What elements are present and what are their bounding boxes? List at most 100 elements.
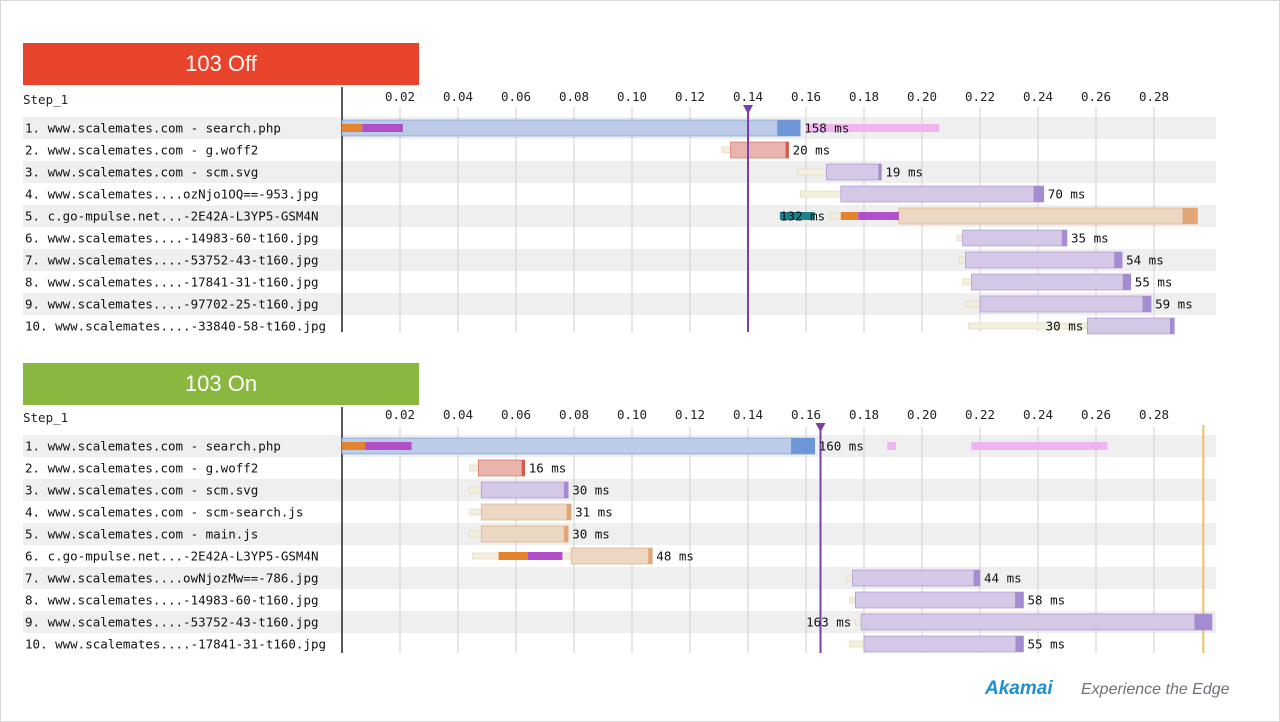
wait-bar [849, 596, 856, 604]
request-label: 2. www.scalemates.com - g.woff2 [25, 143, 258, 158]
request-bar [965, 251, 1123, 269]
wait-bar [959, 256, 966, 264]
tick-label: 0.22 [965, 89, 995, 104]
request-label: 9. www.scalemates....-53752-43-t160.jpg [25, 615, 319, 630]
duration-label: 30 ms [1046, 319, 1084, 334]
download-segment [973, 570, 980, 586]
tick-label: 0.22 [965, 407, 995, 422]
duration-label: 19 ms [885, 165, 923, 180]
request-bar [730, 141, 789, 159]
ssl-segment [362, 124, 403, 132]
request-bar [970, 273, 1132, 291]
tick-label: 0.24 [1023, 407, 1053, 422]
wait-bar [796, 168, 827, 176]
request-label: 4. www.scalemates....ozNjo1OQ==-953.jpg [25, 187, 319, 202]
step-label: Step_1 [23, 92, 68, 107]
tick-label: 0.16 [791, 89, 821, 104]
download-segment [521, 460, 525, 476]
duration-label: 20 ms [793, 143, 831, 158]
wait-bar [956, 234, 963, 242]
duration-label: 16 ms [529, 461, 567, 476]
duration-label: 132 ms [780, 209, 825, 224]
duration-label: 70 ms [1048, 187, 1086, 202]
tick-label: 0.02 [385, 407, 415, 422]
row-background [23, 479, 1216, 501]
duration-label: 59 ms [1155, 297, 1193, 312]
request-bar [480, 503, 572, 521]
dns-segment [342, 442, 366, 450]
tick-label: 0.08 [559, 407, 589, 422]
ssl-segment [365, 442, 412, 450]
dns-segment [779, 212, 815, 220]
duration-label: 35 ms [1071, 231, 1109, 246]
tick-label: 0.06 [501, 407, 531, 422]
request-bar [480, 525, 569, 543]
duration-label: 30 ms [572, 483, 610, 498]
duration-label: 163 ms [806, 615, 851, 630]
tick-label: 0.26 [1081, 407, 1111, 422]
download-segment [878, 164, 882, 180]
connect-segment [498, 552, 528, 560]
request-label: 2. www.scalemates.com - g.woff2 [25, 461, 258, 476]
request-label: 5. www.scalemates.com - main.js [25, 527, 258, 542]
request-bar [477, 459, 525, 477]
download-segment [785, 142, 789, 158]
duration-label: 158 ms [804, 121, 849, 136]
banner-103-on: 103 On [23, 363, 419, 405]
download-segment [563, 482, 569, 498]
request-label: 1. www.scalemates.com - search.php [25, 121, 281, 136]
tick-label: 0.20 [907, 89, 937, 104]
ssl-segment [858, 212, 899, 220]
row-background [23, 249, 1216, 271]
step-label: Step_1 [23, 410, 68, 425]
request-label: 9. www.scalemates....-97702-25-t160.jpg [25, 297, 319, 312]
tick-label: 0.16 [791, 407, 821, 422]
duration-label: 55 ms [1028, 637, 1066, 652]
tick-label: 0.24 [1023, 89, 1053, 104]
wait-bar [962, 278, 972, 286]
wait-bar [846, 574, 853, 582]
download-segment [1142, 296, 1152, 312]
request-bar [854, 591, 1024, 609]
request-label: 6. www.scalemates....-14983-60-t160.jpg [25, 231, 319, 246]
dns-segment [342, 124, 363, 132]
waterfall-1 [23, 407, 1216, 653]
download-segment [791, 438, 815, 454]
activity-segment [887, 442, 896, 450]
request-label: 7. www.scalemates....-53752-43-t160.jpg [25, 253, 319, 268]
wait-bar [849, 640, 865, 648]
wait-bar [854, 618, 862, 626]
download-segment [1015, 592, 1024, 608]
tick-label: 0.28 [1139, 89, 1169, 104]
wait-bar [721, 146, 731, 154]
request-bar [480, 481, 569, 499]
tick-label: 0.18 [849, 407, 879, 422]
request-label: 3. www.scalemates.com - scm.svg [25, 483, 258, 498]
request-bar [570, 547, 653, 565]
request-label: 6. c.go-mpulse.net...-2E42A-L3YP5-GSM4N [25, 549, 319, 564]
connect-segment [840, 212, 859, 220]
wait-bar [469, 464, 479, 472]
duration-label: 55 ms [1135, 275, 1173, 290]
tick-label: 0.26 [1081, 89, 1111, 104]
download-segment [777, 120, 801, 136]
request-label: 8. www.scalemates....-14983-60-t160.jpg [25, 593, 319, 608]
download-segment [566, 504, 572, 520]
banner-103-off: 103 Off [23, 43, 419, 85]
download-segment [563, 526, 569, 542]
tick-label: 0.10 [617, 89, 647, 104]
tick-label: 0.10 [617, 407, 647, 422]
row-background [23, 161, 1216, 183]
request-bar [840, 185, 1045, 203]
request-label: 1. www.scalemates.com - search.php [25, 439, 281, 454]
tick-label: 0.20 [907, 407, 937, 422]
download-segment [1122, 274, 1131, 290]
duration-label: 48 ms [656, 549, 694, 564]
wait-bar [469, 508, 482, 516]
request-label: 10. www.scalemates....-17841-31-t160.jpg [25, 637, 326, 652]
request-bar [852, 569, 981, 587]
ssl-segment [527, 552, 563, 560]
activity-segment [971, 442, 1108, 450]
request-bar [979, 295, 1152, 313]
